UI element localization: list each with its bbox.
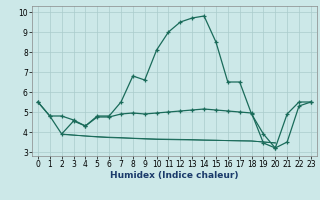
X-axis label: Humidex (Indice chaleur): Humidex (Indice chaleur) (110, 171, 239, 180)
